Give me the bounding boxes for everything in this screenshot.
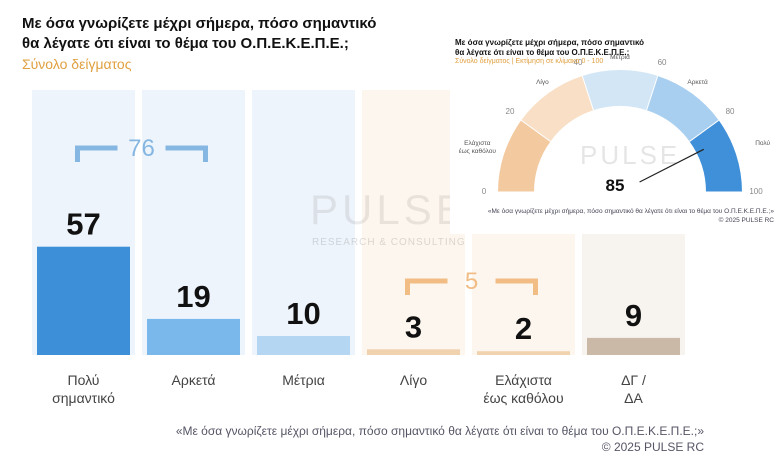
value-label: 10 bbox=[286, 296, 320, 331]
gauge-band bbox=[582, 70, 658, 111]
value-label: 57 bbox=[66, 207, 100, 242]
band-label: Αρκετά bbox=[687, 79, 708, 87]
band-label: Μέτρια bbox=[610, 54, 630, 61]
value-label: 9 bbox=[625, 298, 642, 333]
bar bbox=[477, 351, 570, 355]
bar bbox=[257, 336, 350, 355]
value-label: 19 bbox=[176, 279, 210, 314]
gauge-watermark: PULSE bbox=[580, 140, 681, 170]
gauge-footnote: «Με όσα γνωρίζετε μέχρι σήμερα, πόσο σημ… bbox=[487, 208, 774, 215]
gauge-value: 85 bbox=[606, 176, 625, 195]
tick-label: 60 bbox=[658, 58, 667, 67]
gauge-copyright: © 2025 PULSE RC bbox=[718, 217, 774, 224]
tick-label: 20 bbox=[506, 107, 515, 116]
bracket-label: 76 bbox=[128, 135, 155, 162]
column-panel bbox=[142, 90, 245, 355]
column-panel bbox=[362, 90, 465, 355]
tick-label: 80 bbox=[726, 107, 735, 116]
category-label: Μέτρια bbox=[282, 372, 325, 388]
band-label: Πολύ bbox=[755, 139, 771, 147]
watermark: PULSE bbox=[310, 186, 468, 233]
gauge-band bbox=[521, 75, 594, 142]
gauge-title: Με όσα γνωρίζετε μέχρι σήμερα, πόσο σημα… bbox=[455, 38, 645, 57]
value-label: 2 bbox=[515, 311, 532, 346]
category-label: Πολύ σημαντικό bbox=[52, 372, 115, 406]
category-label: Ελάχιστα έως καθόλου bbox=[483, 372, 564, 406]
bar bbox=[587, 337, 680, 355]
band-label: Ελάχιστα έως καθόλου bbox=[458, 139, 496, 155]
column-panel bbox=[252, 90, 355, 355]
bar bbox=[367, 349, 460, 355]
gauge-band bbox=[498, 120, 551, 192]
footnote: «Με όσα γνωρίζετε μέχρι σήμερα, πόσο σημ… bbox=[175, 424, 704, 438]
bar bbox=[37, 246, 130, 355]
copyright: © 2025 PULSE RC bbox=[601, 440, 704, 454]
chart-subtitle: Σύνολο δείγματος bbox=[22, 56, 132, 72]
category-label: Αρκετά bbox=[171, 372, 216, 388]
bracket bbox=[75, 145, 208, 162]
bracket bbox=[405, 278, 538, 295]
tick-label: 100 bbox=[749, 187, 763, 196]
tick-label: 40 bbox=[574, 58, 583, 67]
tick-label: 0 bbox=[482, 187, 487, 196]
tick-mark bbox=[581, 75, 594, 111]
tick-mark bbox=[646, 75, 659, 111]
value-label: 3 bbox=[405, 309, 422, 344]
tick-mark bbox=[689, 119, 719, 142]
gauge-band bbox=[646, 75, 719, 142]
tick-mark bbox=[521, 119, 551, 142]
category-label: ΔΓ / ΔΑ bbox=[621, 372, 646, 406]
gauge-subtitle: Σύνολο δείγματος | Εκτίμηση σε κλίμακα 0… bbox=[455, 58, 604, 65]
band-label: Λίγο bbox=[536, 79, 549, 87]
bracket-label: 5 bbox=[465, 268, 478, 295]
chart-title: Με όσα γνωρίζετε μέχρι σήμερα, πόσο σημα… bbox=[22, 15, 377, 52]
bar bbox=[147, 318, 240, 355]
category-label: Λίγο bbox=[399, 372, 428, 388]
watermark-sub: RESEARCH & CONSULTING bbox=[312, 237, 466, 248]
gauge-band bbox=[689, 120, 742, 192]
needle bbox=[639, 148, 705, 183]
